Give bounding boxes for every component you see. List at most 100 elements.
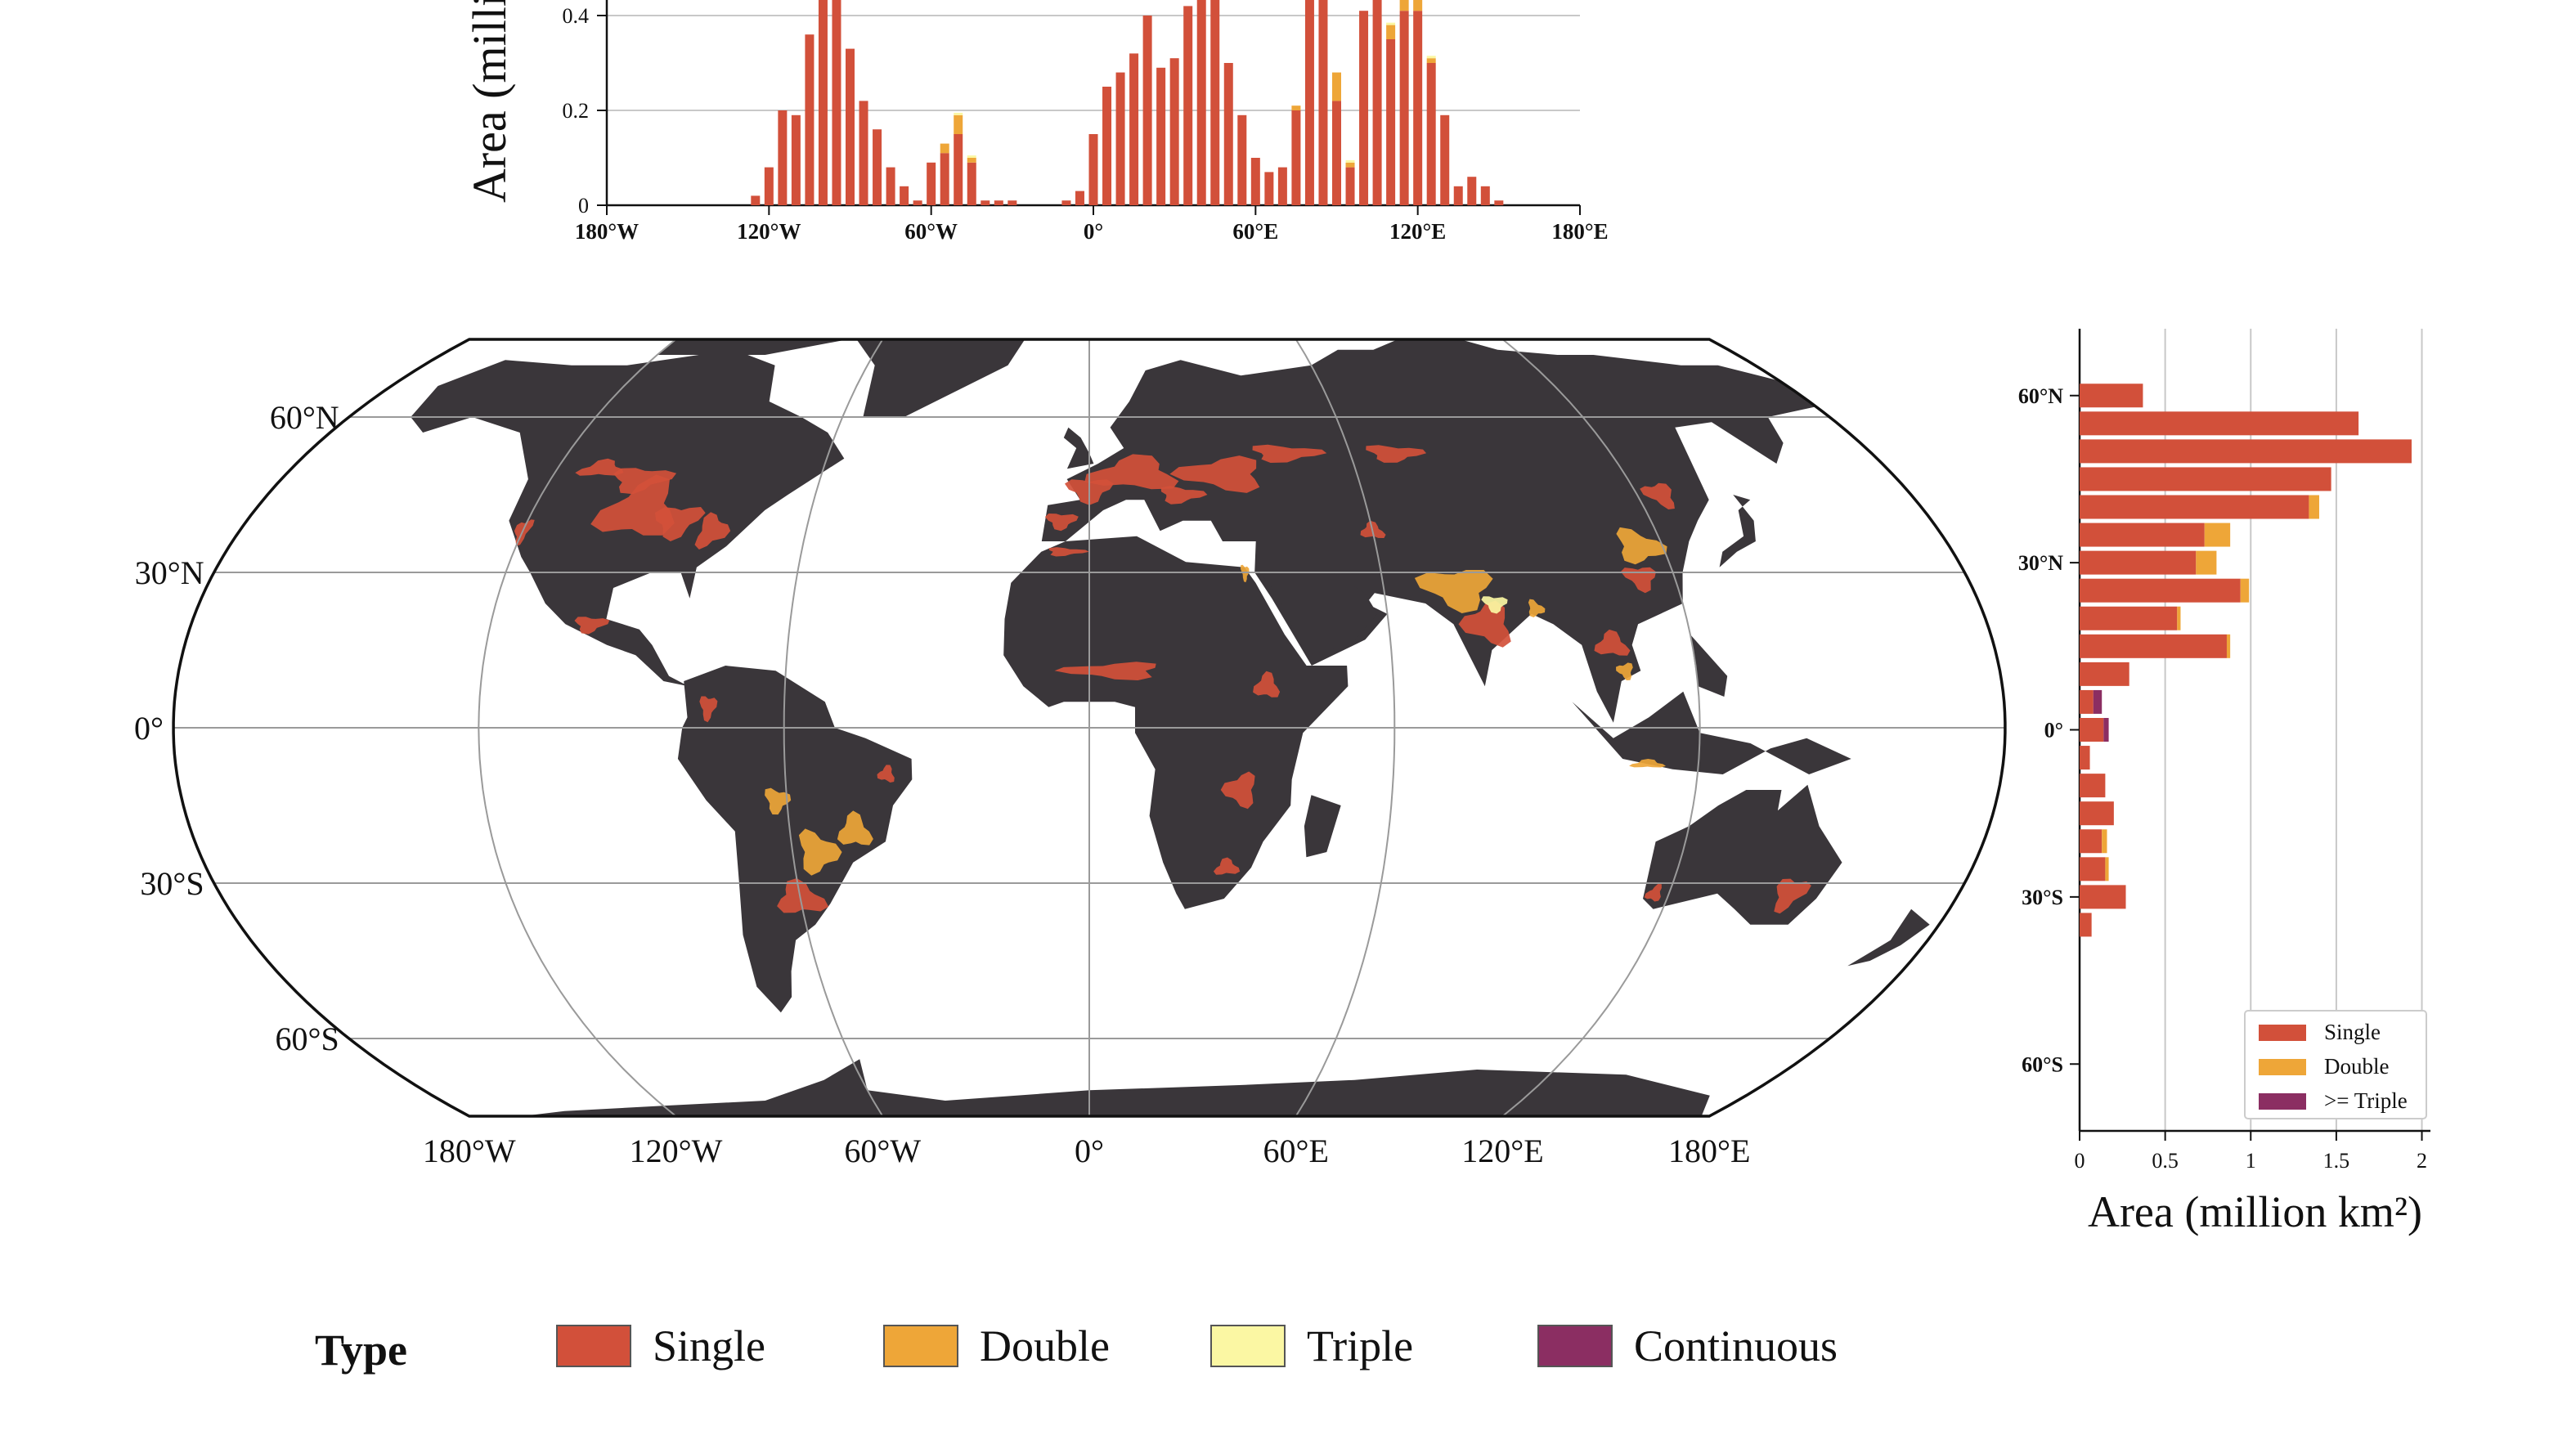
top-bar-single: [1399, 11, 1409, 206]
map-lat-label: 60°S: [275, 1021, 339, 1057]
legend-swatch-triple: [1210, 1325, 1286, 1367]
cropland-patch-double: [1616, 527, 1667, 565]
side-bar-single: [2080, 578, 2241, 603]
top-bar-single: [1413, 11, 1423, 206]
top-bar-single: [1372, 0, 1382, 205]
cropland-patch-single: [590, 474, 675, 536]
side-x-axis-label: Area (million km²): [2088, 1187, 2422, 1236]
top-bar-single: [1332, 101, 1341, 205]
top-bar-single: [1115, 72, 1125, 205]
cropland-patch-double: [1629, 759, 1666, 768]
map-lon-label: 180°E: [1668, 1133, 1750, 1169]
side-y-tick-label: 30°N: [2018, 551, 2063, 575]
legend-label-continuous: Continuous: [1634, 1321, 1838, 1370]
side-bar-triple: [2093, 689, 2103, 714]
map-lon-label: 120°W: [630, 1133, 723, 1169]
top-bar-single: [1359, 11, 1369, 206]
cropland-patch-single: [1774, 878, 1811, 914]
top-bar-single: [1237, 114, 1247, 205]
top-x-tick-label: 180°W: [575, 219, 639, 244]
landmass-south-america: [677, 666, 913, 1013]
cropland-patch-double: [1616, 662, 1633, 680]
top-bar-single: [818, 0, 828, 205]
side-bar-single: [2080, 774, 2106, 798]
cropland-patch-double: [798, 828, 842, 876]
top-bar-single: [927, 162, 936, 205]
landmass-uk: [1063, 427, 1094, 469]
top-bar-single: [1156, 67, 1166, 205]
cropland-patch-double: [837, 810, 873, 846]
landmass-antarctica: [478, 1059, 1710, 1116]
landmass-arabia: [1259, 572, 1378, 656]
cropland-patch-single: [1360, 520, 1386, 538]
side-x-tick-label: 1.5: [2323, 1149, 2350, 1173]
landmass-indonesia: [1572, 691, 1851, 774]
top-bar-triple: [1345, 159, 1355, 163]
top-bar-single: [832, 0, 841, 205]
top-bar-double: [1332, 72, 1341, 101]
legend-item-continuous: Continuous: [1537, 1321, 1838, 1370]
map-lon-label: 60°E: [1263, 1133, 1329, 1169]
top-y-tick-label: 0: [578, 194, 589, 218]
top-bar-single: [1264, 172, 1274, 205]
top-bar-single: [886, 167, 895, 205]
legend-label-triple: Triple: [1307, 1321, 1414, 1370]
top-bar-double: [967, 158, 976, 163]
top-bar-triple: [954, 112, 963, 115]
top-bar-double: [1291, 105, 1301, 110]
top-bar-double: [954, 114, 963, 134]
map-meridian: [478, 339, 677, 1116]
top-bar-double: [1386, 25, 1396, 39]
cropland-patch-single: [1640, 482, 1675, 509]
side-bar-single: [2080, 913, 2092, 937]
top-bar-single: [1129, 53, 1139, 206]
top-bar-single: [1480, 186, 1490, 205]
cropland-patch-single: [1620, 567, 1656, 594]
top-x-tick-label: 60°E: [1232, 219, 1278, 244]
side-bar-double: [2177, 606, 2181, 630]
side-bar-triple: [2103, 718, 2109, 742]
legend-title: Type: [315, 1326, 408, 1375]
map-meridian: [783, 339, 884, 1116]
map-lat-label: 0°: [134, 710, 164, 747]
side-bar-single: [2080, 467, 2331, 491]
cropland-patch-single: [575, 458, 624, 476]
top-bar-single: [805, 34, 815, 206]
top-bar-single: [1304, 0, 1314, 205]
top-bar-single: [1210, 0, 1220, 205]
cropland-patch-single: [1253, 671, 1281, 698]
side-bar-single: [2080, 801, 2114, 826]
top-bar-single: [1075, 191, 1084, 205]
cropland-patch-double: [1528, 599, 1546, 617]
cropland-patch-single: [1644, 883, 1662, 902]
cropland-patch-single: [613, 468, 677, 495]
top-bar-triple: [1426, 56, 1436, 59]
side-bar-double: [2226, 634, 2231, 658]
top-bar-triple: [1386, 22, 1396, 25]
side-bar-single: [2080, 857, 2106, 881]
top-bar-single: [994, 200, 1003, 205]
side-x-tick-label: 2: [2417, 1149, 2427, 1173]
landmass-eurasia: [1041, 339, 1816, 723]
cropland-patch-single: [1594, 629, 1631, 656]
legend-label-single: Single: [653, 1321, 766, 1370]
top-bar-single: [1345, 167, 1355, 205]
cropland-patch-single: [777, 878, 829, 913]
type-legend: Type Single Double Triple Continuous: [315, 1315, 1950, 1380]
landmass-greenland: [849, 339, 1029, 417]
cropland-patch-double: [1241, 564, 1250, 583]
side-bar-single: [2080, 689, 2094, 714]
side-y-tick-label: 30°S: [2022, 886, 2063, 909]
map-lat-label: 30°S: [140, 865, 204, 902]
legend-swatch-single: [556, 1325, 631, 1367]
cropland-patch-single: [654, 507, 706, 541]
top-bar-single: [1494, 200, 1504, 205]
side-bar-single: [2080, 523, 2205, 547]
cropland-patch-single: [694, 512, 731, 550]
top-y-tick-label: 0.4: [563, 4, 590, 28]
top-x-tick-label: 180°E: [1551, 219, 1608, 244]
top-bar-single: [1196, 0, 1206, 205]
top-bar-single: [778, 110, 788, 205]
longitude-bar-chart: 0 0.2 0.4 180°W 120°W 60°W 0° 60°E 120°E 180°E Are…: [463, 0, 1609, 244]
